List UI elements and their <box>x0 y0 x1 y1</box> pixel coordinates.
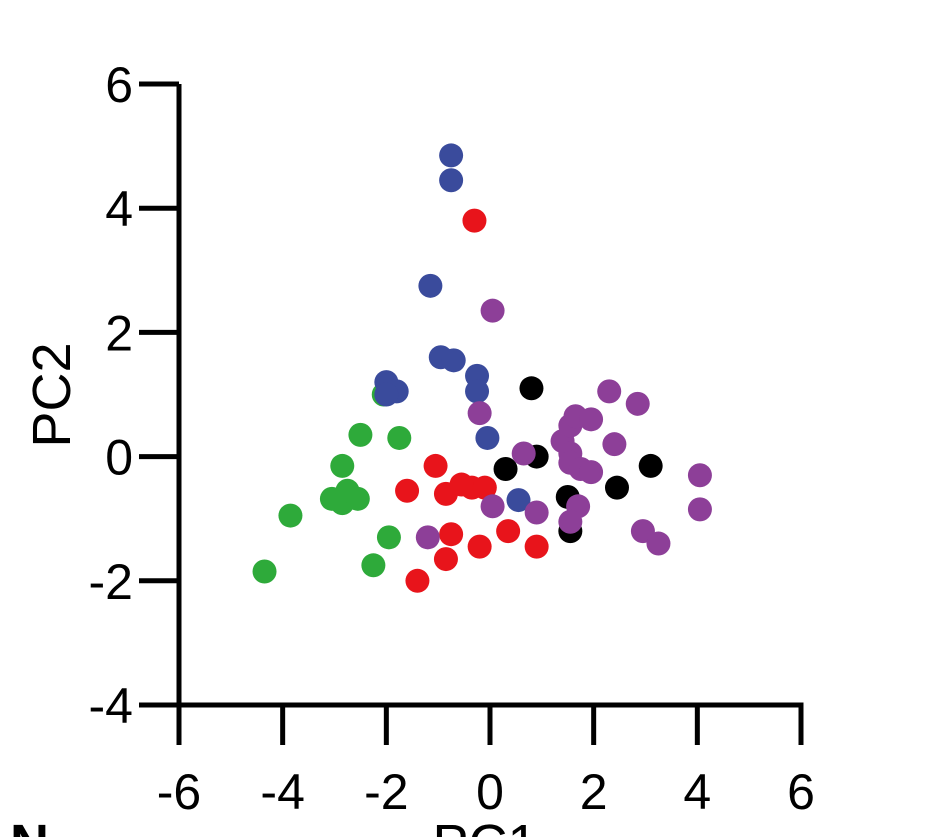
data-point-series-1 <box>252 559 277 584</box>
data-point-series-5 <box>646 531 671 556</box>
data-point-series-5 <box>467 401 492 426</box>
data-point-series-4 <box>519 376 544 401</box>
data-point-series-1 <box>330 453 355 478</box>
y-tick-label: 6 <box>105 57 133 113</box>
data-point-series-3 <box>405 568 430 593</box>
x-tick-label: 4 <box>683 764 711 820</box>
axes <box>139 81 804 745</box>
data-point-series-5 <box>687 497 712 522</box>
data-point-series-1 <box>376 525 401 550</box>
y-tick-label: -4 <box>89 678 133 734</box>
data-point-series-3 <box>395 478 420 503</box>
data-point-series-5 <box>602 432 627 457</box>
x-tick-label: -4 <box>260 764 304 820</box>
data-point-series-3 <box>439 522 464 547</box>
data-point-series-1 <box>348 422 373 447</box>
data-point-series-5 <box>558 509 583 534</box>
data-point-series-5 <box>524 500 549 525</box>
x-axis-title: PC1 <box>432 814 537 837</box>
x-tick-label: 2 <box>580 764 608 820</box>
y-tick-label: 2 <box>105 305 133 361</box>
data-point-series-4 <box>604 475 629 500</box>
data-point-series-5 <box>579 407 604 432</box>
data-point-series-1 <box>387 425 412 450</box>
data-point-series-4 <box>493 457 518 482</box>
data-point-series-1 <box>345 486 370 511</box>
x-tick-label: -2 <box>364 764 408 820</box>
data-points <box>252 143 712 593</box>
data-point-series-3 <box>467 534 492 559</box>
x-tick-label: -6 <box>157 764 201 820</box>
data-point-series-5 <box>511 441 536 466</box>
x-tick-label: 0 <box>476 764 504 820</box>
data-point-series-5 <box>579 460 604 485</box>
data-point-series-2 <box>441 348 466 373</box>
x-tick-label: 6 <box>787 764 815 820</box>
panel-letter: N <box>10 814 49 837</box>
data-point-series-3 <box>472 475 497 500</box>
data-point-series-5 <box>415 525 440 550</box>
data-point-series-3 <box>524 534 549 559</box>
data-point-series-5 <box>480 494 505 519</box>
data-point-series-3 <box>462 208 487 233</box>
data-point-series-3 <box>496 519 521 544</box>
data-point-series-2 <box>439 143 464 168</box>
data-point-series-4 <box>638 453 663 478</box>
data-point-series-3 <box>449 472 474 497</box>
y-tick-label: 0 <box>105 430 133 486</box>
data-point-series-5 <box>597 379 622 404</box>
data-point-series-1 <box>278 503 303 528</box>
data-point-series-2 <box>374 382 399 407</box>
data-point-series-5 <box>480 298 505 323</box>
tick-labels: -4 -2 0 2 4 6 -6 -4 -2 0 2 4 6 <box>89 57 815 820</box>
data-point-series-2 <box>439 168 464 193</box>
data-point-series-3 <box>433 547 458 572</box>
y-tick-label: -2 <box>89 554 133 610</box>
data-point-series-5 <box>625 391 650 416</box>
data-point-series-5 <box>687 463 712 488</box>
data-point-series-1 <box>361 553 386 578</box>
data-point-series-2 <box>465 379 490 404</box>
y-tick-label: 4 <box>105 181 133 237</box>
data-point-series-2 <box>418 273 443 298</box>
data-point-series-2 <box>475 425 500 450</box>
y-axis-title: PC2 <box>22 342 82 447</box>
data-point-series-2 <box>506 488 531 513</box>
data-point-series-3 <box>423 453 448 478</box>
